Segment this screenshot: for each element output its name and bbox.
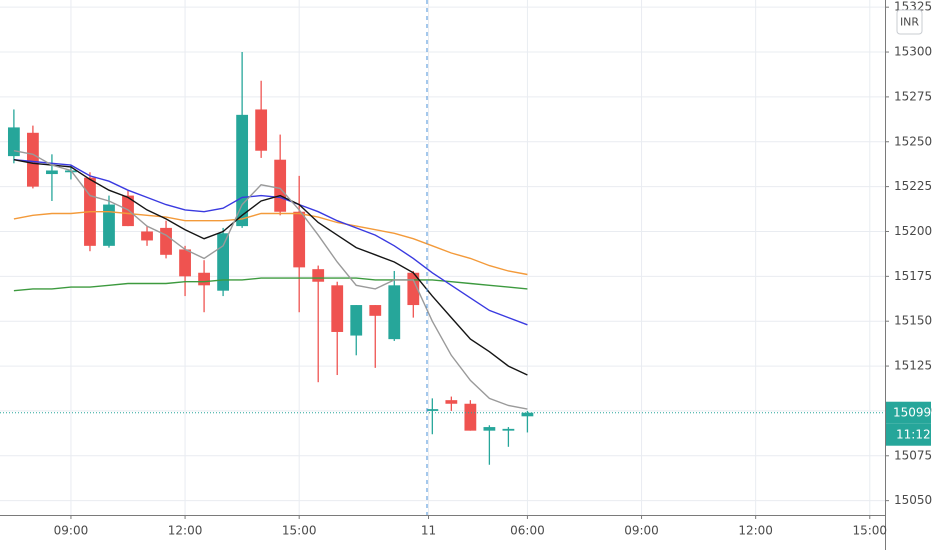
x-tick-label: 15:00 (282, 524, 317, 538)
plot-area (0, 52, 885, 465)
moving-average-line (13, 150, 528, 410)
candle-body (445, 400, 458, 404)
y-tick-label: 15200 (894, 224, 932, 238)
candle-body (426, 409, 439, 411)
candle-body (464, 403, 477, 431)
candle-body (521, 412, 534, 417)
candle-body (312, 269, 325, 282)
candle-body (46, 170, 58, 175)
candle-body (369, 305, 382, 316)
candle-body (160, 227, 172, 255)
x-tick-label: 15:00 (852, 524, 887, 538)
x-tick-label: 11 (421, 524, 436, 538)
y-tick-label: 15125 (894, 359, 932, 373)
countdown-label: 11:12 (896, 428, 931, 442)
currency-box (896, 9, 923, 35)
y-tick-label: 15225 (894, 179, 932, 193)
last-price-box (886, 401, 931, 424)
y-tick-label: 15150 (894, 314, 932, 328)
x-tick-label: 09:00 (624, 524, 659, 538)
candle-body (407, 272, 420, 306)
price-axis (885, 0, 932, 550)
y-tick-label: 15250 (894, 134, 932, 148)
candle-body (274, 159, 287, 212)
moving-average-line (13, 277, 528, 292)
y-tick-label: 15075 (894, 448, 932, 462)
moving-average-line (13, 159, 528, 326)
x-tick-label: 09:00 (54, 524, 89, 538)
moving-average-line (13, 159, 528, 376)
x-tick-label: 06:00 (510, 524, 545, 538)
y-tick-label: 15050 (894, 493, 932, 507)
axes: 1505015075151001512515150151751520015225… (54, 0, 932, 538)
candle-body (255, 109, 268, 151)
x-tick-label: 12:00 (738, 524, 773, 538)
candle-body (27, 132, 39, 187)
candle-body (350, 305, 363, 336)
y-tick-label: 15300 (894, 45, 932, 59)
last-price-label: 15099 (893, 406, 931, 420)
candle-body (198, 272, 210, 286)
candle-body (103, 204, 115, 246)
currency-label: INR (900, 16, 919, 29)
time-axis (0, 515, 885, 550)
candle-body (331, 285, 344, 332)
candle-body (388, 285, 401, 340)
candle-body (236, 114, 249, 227)
countdown-box (886, 423, 931, 446)
candle-body (122, 195, 134, 227)
candle-body (141, 231, 153, 241)
y-tick-label: 15175 (894, 269, 932, 283)
x-tick-label: 12:00 (168, 524, 203, 538)
moving-average-line (13, 211, 528, 276)
candle-body (483, 427, 496, 431)
y-tick-label: 15275 (894, 89, 932, 103)
candle-body (179, 249, 191, 277)
candle-body (217, 233, 230, 291)
candle-body (502, 428, 515, 431)
candle-body (293, 211, 306, 268)
candle-body (7, 127, 20, 157)
